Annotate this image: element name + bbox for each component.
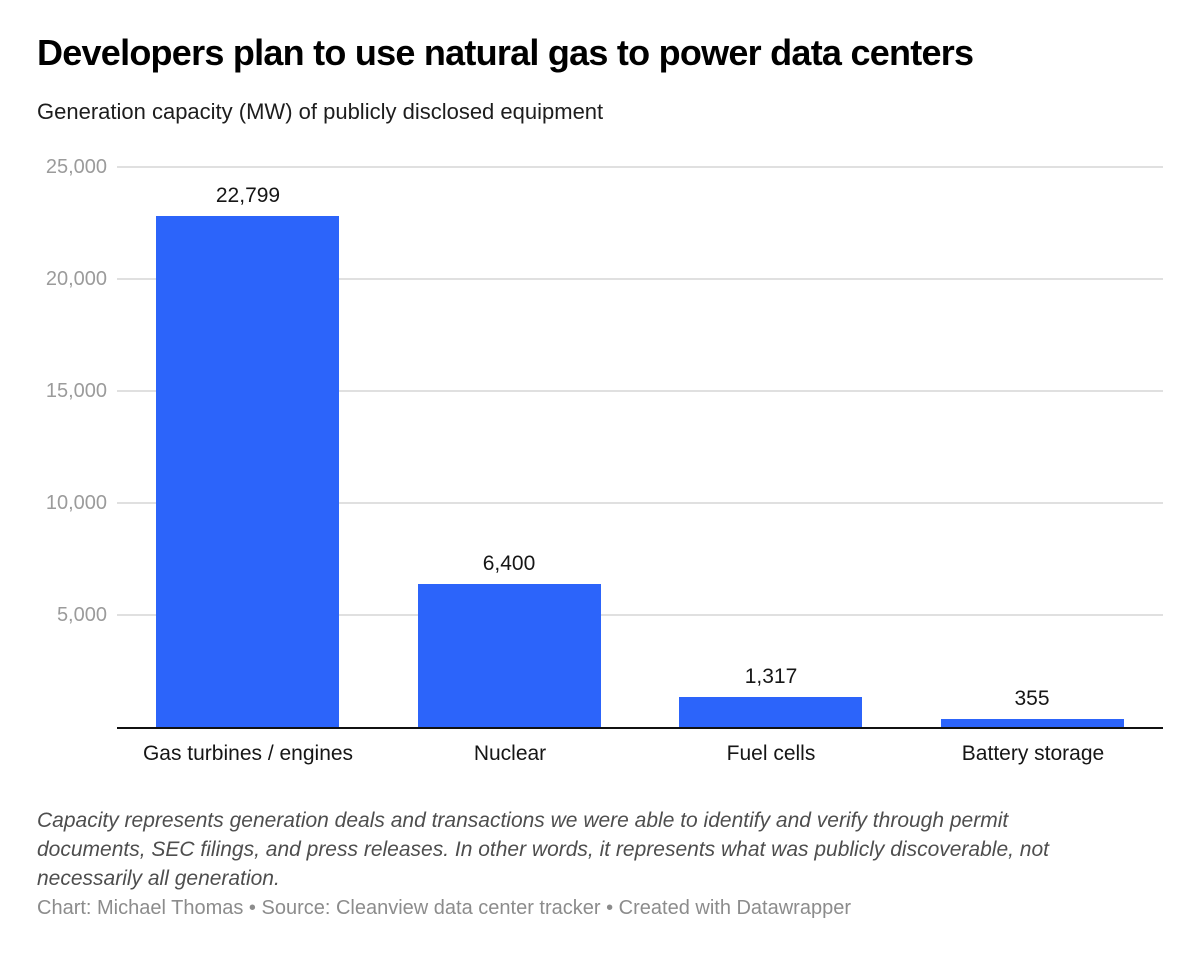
y-gridline (117, 614, 1163, 616)
chart-subtitle: Generation capacity (MW) of publicly dis… (37, 99, 604, 124)
x-axis-line (117, 727, 1163, 729)
bar-value-label: 355 (1014, 687, 1050, 710)
footnote-line: documents, SEC filings, and press releas… (37, 838, 1049, 861)
x-axis-category-label: Battery storage (961, 742, 1105, 765)
footnote-line: Capacity represents generation deals and… (37, 809, 1009, 832)
chart-credit-line: Chart: Michael Thomas • Source: Cleanvie… (37, 897, 851, 919)
bar-gas-turbines-engines (156, 216, 339, 727)
x-axis-category-label: Fuel cells (726, 742, 816, 765)
footnote-line: necessarily all generation. (37, 867, 280, 890)
y-axis-tick-label: 5,000 (56, 604, 107, 626)
bar-value-label: 1,317 (744, 665, 798, 688)
y-axis-tick-label: 25,000 (45, 156, 107, 178)
y-axis-tick-label: 10,000 (45, 492, 107, 514)
bar-value-label: 22,799 (215, 184, 281, 207)
bar-nuclear (418, 584, 601, 727)
x-axis-category-label: Nuclear (473, 742, 547, 765)
y-gridline (117, 390, 1163, 392)
y-gridline (117, 278, 1163, 280)
bar-fuel-cells (679, 697, 862, 727)
bar-battery-storage (941, 719, 1124, 727)
y-gridline (117, 166, 1163, 168)
bar-value-label: 6,400 (482, 552, 536, 575)
x-axis-category-label: Gas turbines / engines (142, 742, 354, 765)
y-axis-tick-label: 20,000 (45, 268, 107, 290)
y-axis-tick-label: 15,000 (45, 380, 107, 402)
y-gridline (117, 502, 1163, 504)
chart-title: Developers plan to use natural gas to po… (37, 32, 974, 73)
chart-footnote: Capacity represents generation deals and… (37, 806, 1117, 893)
